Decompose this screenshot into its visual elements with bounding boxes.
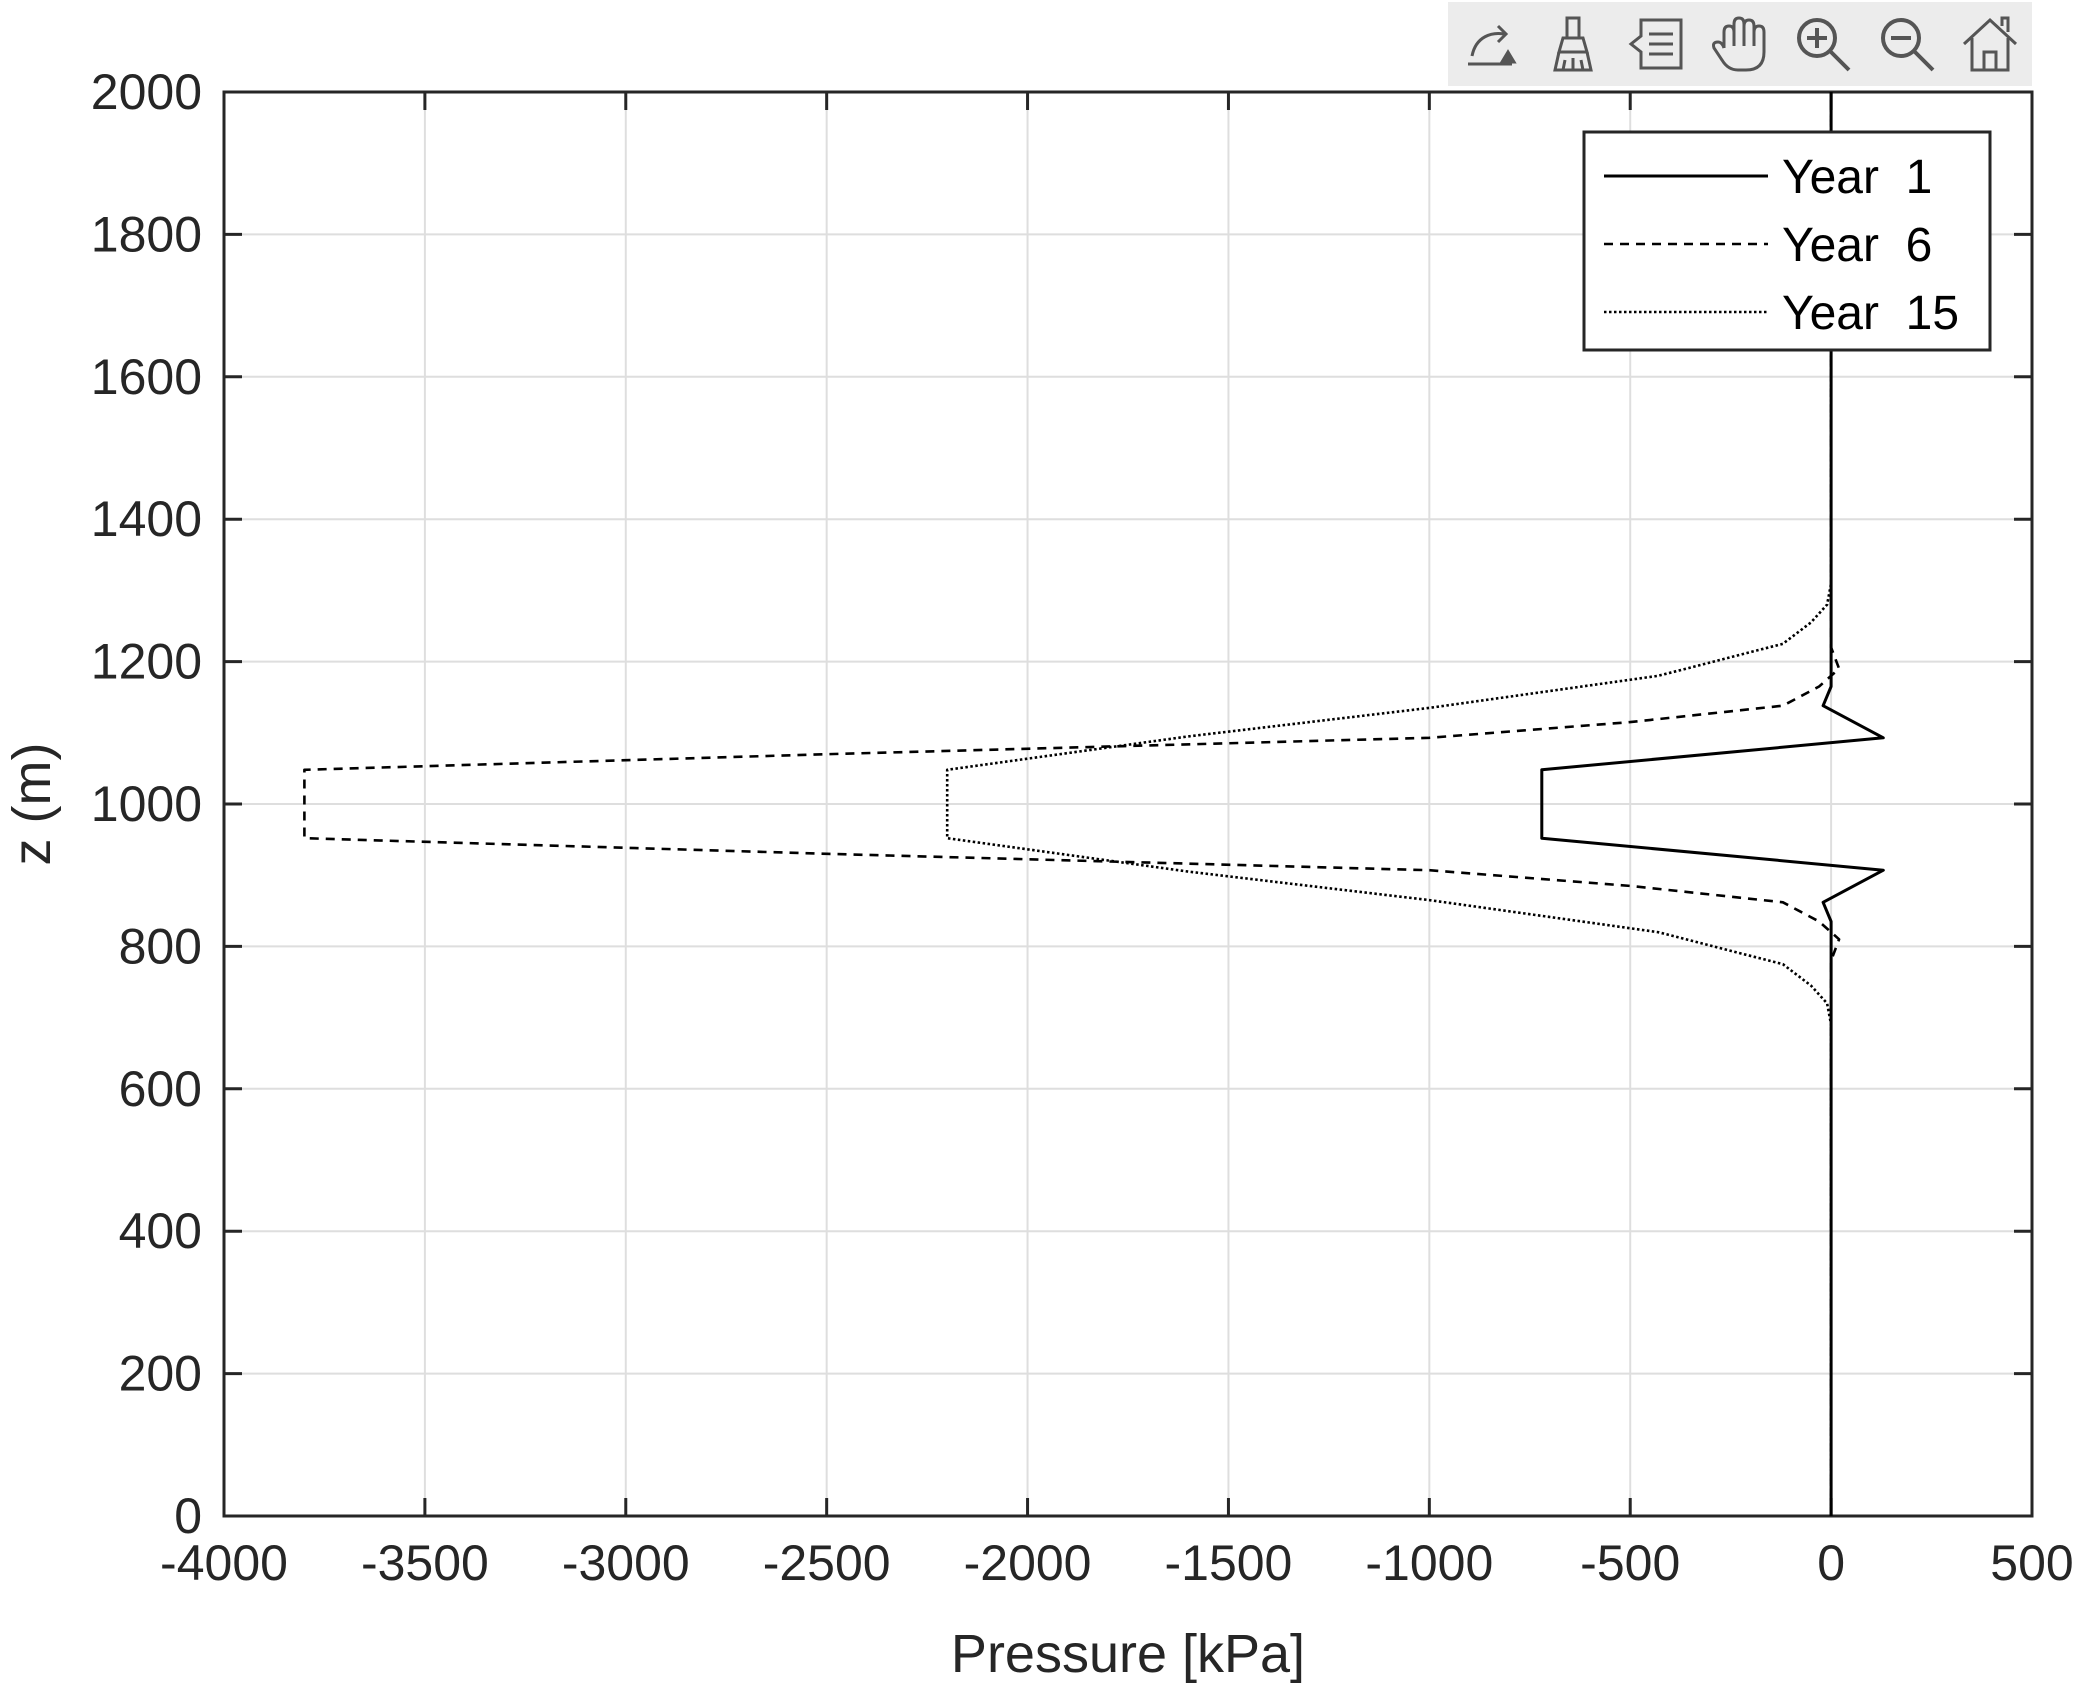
series-line-2 bbox=[303, 92, 1841, 1516]
x-tick-label: -2000 bbox=[964, 1535, 1092, 1591]
x-tick-labels: -4000 -3500 -3000 -2500 -2000 -1500 -1000 -500 0… bbox=[160, 1535, 2074, 1591]
x-tick-label: 500 bbox=[1990, 1535, 2073, 1591]
legend-box bbox=[1582, 130, 1992, 352]
tick-marks bbox=[222, 90, 2034, 1518]
x-tick-label: -3000 bbox=[562, 1535, 690, 1591]
zoom-out-icon[interactable] bbox=[1870, 7, 1944, 81]
x-tick-label: -1000 bbox=[1365, 1535, 1493, 1591]
legend[interactable]: Year 1 Year 6 Year 15 bbox=[1582, 130, 1992, 352]
x-tick-label: -1500 bbox=[1164, 1535, 1292, 1591]
x-tick-label: -4000 bbox=[160, 1535, 288, 1591]
y-tick-label: 800 bbox=[119, 918, 202, 974]
legend-label-1: Year 1 bbox=[1782, 151, 1932, 204]
y-tick-label: 0 bbox=[174, 1488, 202, 1544]
legend-label-2: Year 6 bbox=[1782, 219, 1932, 272]
y-tick-labels: 0 200 400 600 800 1000 1200 1400 1600 1800 2000 bbox=[91, 64, 202, 1544]
y-tick-label: 600 bbox=[119, 1061, 202, 1117]
y-tick-label: 400 bbox=[119, 1203, 202, 1259]
x-tick-label: -500 bbox=[1580, 1535, 1680, 1591]
y-tick-label: 1000 bbox=[91, 776, 202, 832]
x-tick-label: -3500 bbox=[361, 1535, 489, 1591]
home-icon[interactable] bbox=[1953, 7, 2027, 81]
brush-icon[interactable] bbox=[1536, 7, 1610, 81]
y-tick-label: 1400 bbox=[91, 491, 202, 547]
export-icon[interactable] bbox=[1453, 7, 1527, 81]
y-tick-label: 200 bbox=[119, 1346, 202, 1402]
pan-hand-icon[interactable] bbox=[1703, 7, 1777, 81]
legend-label-3: Year 15 bbox=[1782, 287, 1959, 340]
series-line-3 bbox=[945, 92, 1833, 1516]
figure-toolbar bbox=[1448, 2, 2032, 86]
data-tips-icon[interactable] bbox=[1620, 7, 1694, 81]
x-axis-label: Pressure [kPa] bbox=[951, 1624, 1305, 1684]
y-axis-label: z (m) bbox=[2, 743, 62, 866]
series-line-1 bbox=[1540, 92, 1885, 1516]
y-tick-label: 2000 bbox=[91, 64, 202, 120]
y-tick-label: 1600 bbox=[91, 349, 202, 405]
x-tick-label: 0 bbox=[1817, 1535, 1845, 1591]
series-layer bbox=[303, 92, 1885, 1516]
y-tick-label: 1800 bbox=[91, 206, 202, 262]
x-tick-label: -2500 bbox=[763, 1535, 891, 1591]
y-tick-label: 1200 bbox=[91, 634, 202, 690]
zoom-in-icon[interactable] bbox=[1786, 7, 1860, 81]
